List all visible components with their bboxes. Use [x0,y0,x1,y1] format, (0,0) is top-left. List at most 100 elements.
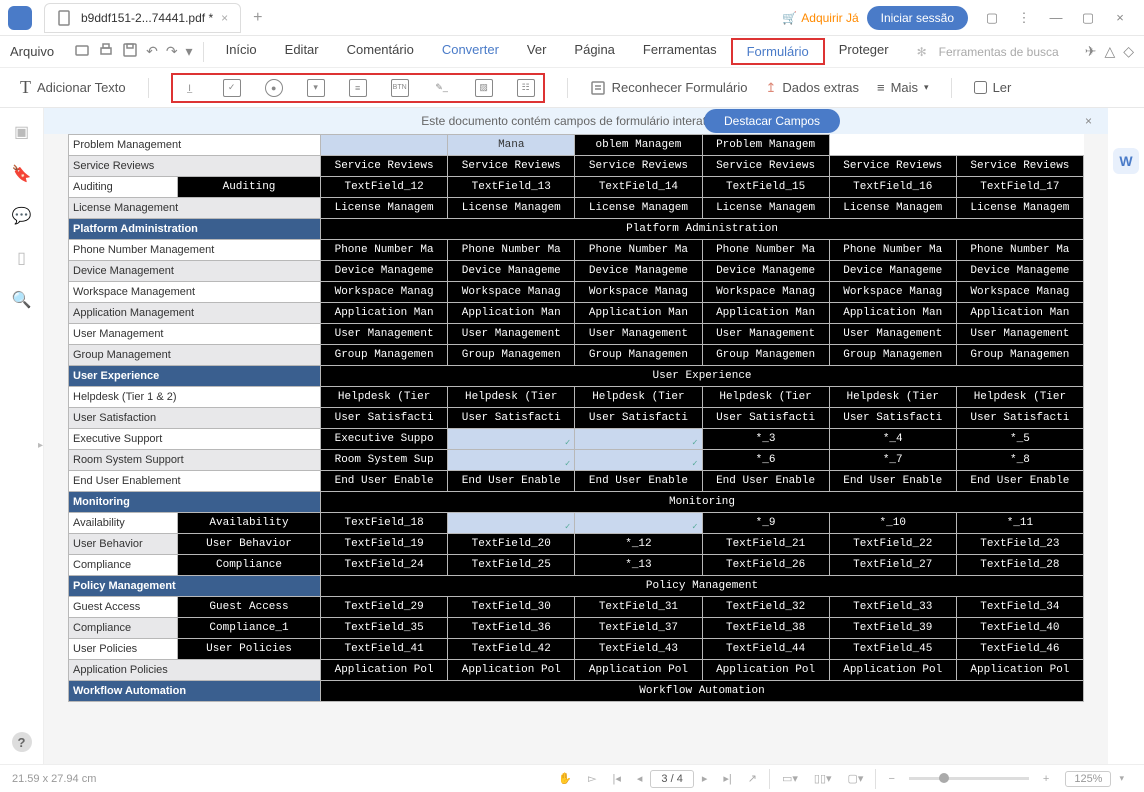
cell[interactable]: TextField_23 [956,534,1083,555]
cell[interactable]: Device Manageme [448,261,575,282]
cell[interactable]: Phone Number Ma [829,240,956,261]
word-export-icon[interactable]: W [1113,148,1139,174]
cell[interactable]: Workspace Manag [575,282,702,303]
menu-formulário[interactable]: Formulário [731,38,825,65]
cell[interactable]: TextField_40 [956,618,1083,639]
cell[interactable]: *_6 [702,450,829,471]
cell[interactable]: Room System Sup [321,450,448,471]
cell[interactable]: Service Reviews [829,156,956,177]
cell[interactable]: Application Man [448,303,575,324]
page-indicator[interactable]: 3 / 4 [650,770,693,788]
cell[interactable]: Application Pol [575,660,702,681]
cell[interactable]: Application Man [702,303,829,324]
menu-converter[interactable]: Converter [428,38,513,65]
thumbnails-icon[interactable]: ▣ [14,122,29,142]
jump-icon[interactable]: ↗ [748,772,757,785]
minimize-button[interactable]: — [1040,10,1072,25]
cell[interactable]: License Managem [702,198,829,219]
cell[interactable]: User Management [448,324,575,345]
cell[interactable]: *_10 [829,513,956,534]
cell[interactable]: Group Managemen [702,345,829,366]
close-button[interactable]: × [1104,10,1136,25]
cell[interactable]: User Management [321,324,448,345]
cell[interactable]: Device Manageme [575,261,702,282]
cell[interactable]: TextField_21 [702,534,829,555]
date-tool-icon[interactable]: ☷ [517,79,535,97]
search-icon[interactable]: 🔍 [12,290,32,310]
view-mode-icon[interactable]: ▯▯▾ [814,772,832,785]
zoom-in-icon[interactable]: + [1043,773,1049,785]
recognize-form-button[interactable]: Reconhecer Formulário [590,80,748,96]
extra-data-button[interactable]: ↥ Dados extras [766,80,860,96]
cell[interactable]: Device Manageme [829,261,956,282]
cell[interactable]: Availability [177,513,320,534]
cell[interactable]: User Behavior [177,534,320,555]
zoom-value[interactable]: 125% [1065,771,1111,787]
bell-icon[interactable]: ◇ [1121,39,1136,64]
cell[interactable]: TextField_37 [575,618,702,639]
cell[interactable]: Group Managemen [321,345,448,366]
cell[interactable]: *_8 [956,450,1083,471]
cell[interactable] [575,513,702,534]
redo-icon[interactable]: ↷ [164,39,180,64]
cell[interactable]: TextField_15 [702,177,829,198]
button-tool-icon[interactable]: BTN [391,79,409,97]
cell[interactable] [448,513,575,534]
cell[interactable]: TextField_42 [448,639,575,660]
cell[interactable]: Auditing [177,177,320,198]
cell[interactable] [575,429,702,450]
cell[interactable]: Phone Number Ma [575,240,702,261]
fit-width-icon[interactable]: ▭▾ [782,772,798,785]
cell[interactable]: User Satisfacti [829,408,956,429]
cell[interactable]: Device Manageme [321,261,448,282]
cell[interactable]: Compliance [177,555,320,576]
cell[interactable]: TextField_38 [702,618,829,639]
cell[interactable]: TextField_44 [702,639,829,660]
print-icon[interactable] [96,38,116,65]
reading-mode-icon[interactable]: ▢▾ [848,772,864,785]
cell[interactable]: User Satisfacti [321,408,448,429]
cell[interactable]: Group Managemen [829,345,956,366]
collapse-handle[interactable]: ▸ [38,440,43,451]
checkbox-tool-icon[interactable]: ✓ [223,79,241,97]
cell[interactable]: TextField_14 [575,177,702,198]
share-icon[interactable]: ✈ [1083,39,1099,64]
cell[interactable]: User Management [956,324,1083,345]
cell[interactable]: *_13 [575,555,702,576]
cell[interactable]: Group Managemen [448,345,575,366]
cell[interactable]: User Management [702,324,829,345]
zoom-dropdown-icon[interactable]: ▾ [1119,773,1124,784]
cell[interactable]: TextField_27 [829,555,956,576]
cell[interactable]: Phone Number Ma [448,240,575,261]
cell[interactable]: Helpdesk (Tier [321,387,448,408]
select-tool-icon[interactable]: ▻ [588,772,596,785]
cell[interactable]: Helpdesk (Tier [702,387,829,408]
cell[interactable]: Phone Number Ma [956,240,1083,261]
cell[interactable]: Workspace Manag [448,282,575,303]
cell[interactable]: TextField_26 [702,555,829,576]
cell[interactable]: *_9 [702,513,829,534]
undo-icon[interactable]: ↶ [144,39,160,64]
cell[interactable]: User Management [829,324,956,345]
cell[interactable]: Helpdesk (Tier [829,387,956,408]
cell[interactable]: Service Reviews [448,156,575,177]
cell[interactable]: TextField_28 [956,555,1083,576]
maximize-button[interactable]: ▢ [1072,10,1104,26]
menu-proteger[interactable]: Proteger [825,38,903,65]
cell[interactable]: TextField_46 [956,639,1083,660]
next-page-icon[interactable]: ▸ [702,772,708,785]
cell[interactable]: Service Reviews [575,156,702,177]
cell[interactable]: Application Man [575,303,702,324]
cell[interactable]: TextField_35 [321,618,448,639]
cloud-icon[interactable]: △ [1102,39,1117,64]
cell[interactable]: *_5 [956,429,1083,450]
cell[interactable]: *_3 [702,429,829,450]
image-tool-icon[interactable]: ▨ [475,79,493,97]
cell[interactable]: *_11 [956,513,1083,534]
cell[interactable]: Helpdesk (Tier [956,387,1083,408]
cell[interactable]: User Satisfacti [702,408,829,429]
cell[interactable]: *_4 [829,429,956,450]
menu-comentário[interactable]: Comentário [333,38,428,65]
cell[interactable]: User Satisfacti [575,408,702,429]
cell[interactable]: Helpdesk (Tier [575,387,702,408]
